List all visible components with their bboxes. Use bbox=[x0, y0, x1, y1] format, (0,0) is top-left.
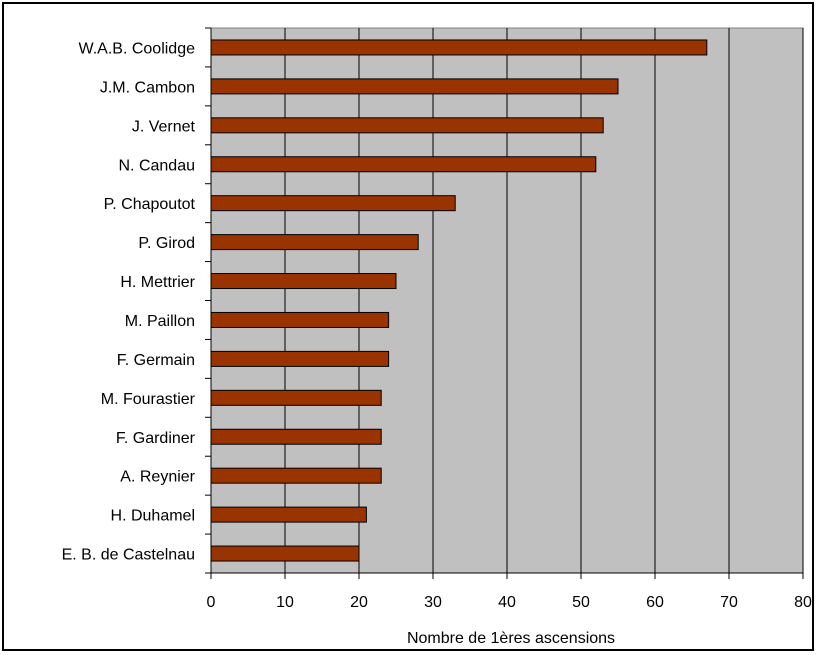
y-tick-label: N. Candau bbox=[119, 157, 196, 174]
y-tick-label: J. Vernet bbox=[132, 118, 196, 135]
y-tick-label: F. Gardiner bbox=[116, 430, 196, 447]
bar bbox=[210, 467, 382, 484]
x-axis: 0 10 20 30 40 50 60 70 80 bbox=[207, 572, 812, 611]
bar bbox=[210, 506, 367, 523]
x-tick-label: 40 bbox=[498, 594, 516, 611]
y-tick-label: J.M. Cambon bbox=[100, 79, 195, 96]
x-tick-label: 0 bbox=[207, 594, 216, 611]
x-axis-label: Nombre de 1ères ascensions bbox=[407, 630, 615, 647]
y-axis: W.A.B. Coolidge J.M. Cambon J. Vernet N. Ca… bbox=[62, 27, 212, 574]
x-tick-label: 70 bbox=[720, 594, 738, 611]
x-tick-label: 10 bbox=[276, 594, 294, 611]
y-tick-label: P. Chapoutot bbox=[104, 196, 196, 213]
y-tick-label: M. Fourastier bbox=[101, 391, 196, 408]
bar bbox=[210, 78, 619, 95]
bar bbox=[210, 273, 397, 290]
bar bbox=[210, 195, 456, 212]
bar bbox=[210, 39, 708, 56]
y-tick-label: F. Germain bbox=[117, 352, 195, 369]
bar bbox=[210, 311, 390, 328]
y-tick-label: H. Mettrier bbox=[120, 274, 195, 291]
x-tick-label: 60 bbox=[646, 594, 664, 611]
y-tick-label: E. B. de Castelnau bbox=[62, 547, 195, 564]
bar bbox=[210, 234, 419, 251]
x-tick-label: 50 bbox=[572, 594, 590, 611]
bar bbox=[210, 389, 382, 406]
y-tick-label: P. Girod bbox=[138, 235, 195, 252]
y-tick-label: A. Reynier bbox=[120, 469, 195, 486]
y-tick-label: M. Paillon bbox=[125, 313, 195, 330]
x-tick-label: 80 bbox=[794, 594, 812, 611]
bar bbox=[210, 156, 597, 173]
bar bbox=[210, 545, 360, 562]
x-tick-label: 20 bbox=[350, 594, 368, 611]
y-tick-label: W.A.B. Coolidge bbox=[79, 40, 196, 57]
bar bbox=[210, 428, 382, 445]
bars bbox=[210, 39, 708, 562]
bar bbox=[210, 350, 390, 367]
bar bbox=[210, 117, 604, 134]
x-tick-label: 30 bbox=[424, 594, 442, 611]
y-tick-label: H. Duhamel bbox=[111, 508, 195, 525]
